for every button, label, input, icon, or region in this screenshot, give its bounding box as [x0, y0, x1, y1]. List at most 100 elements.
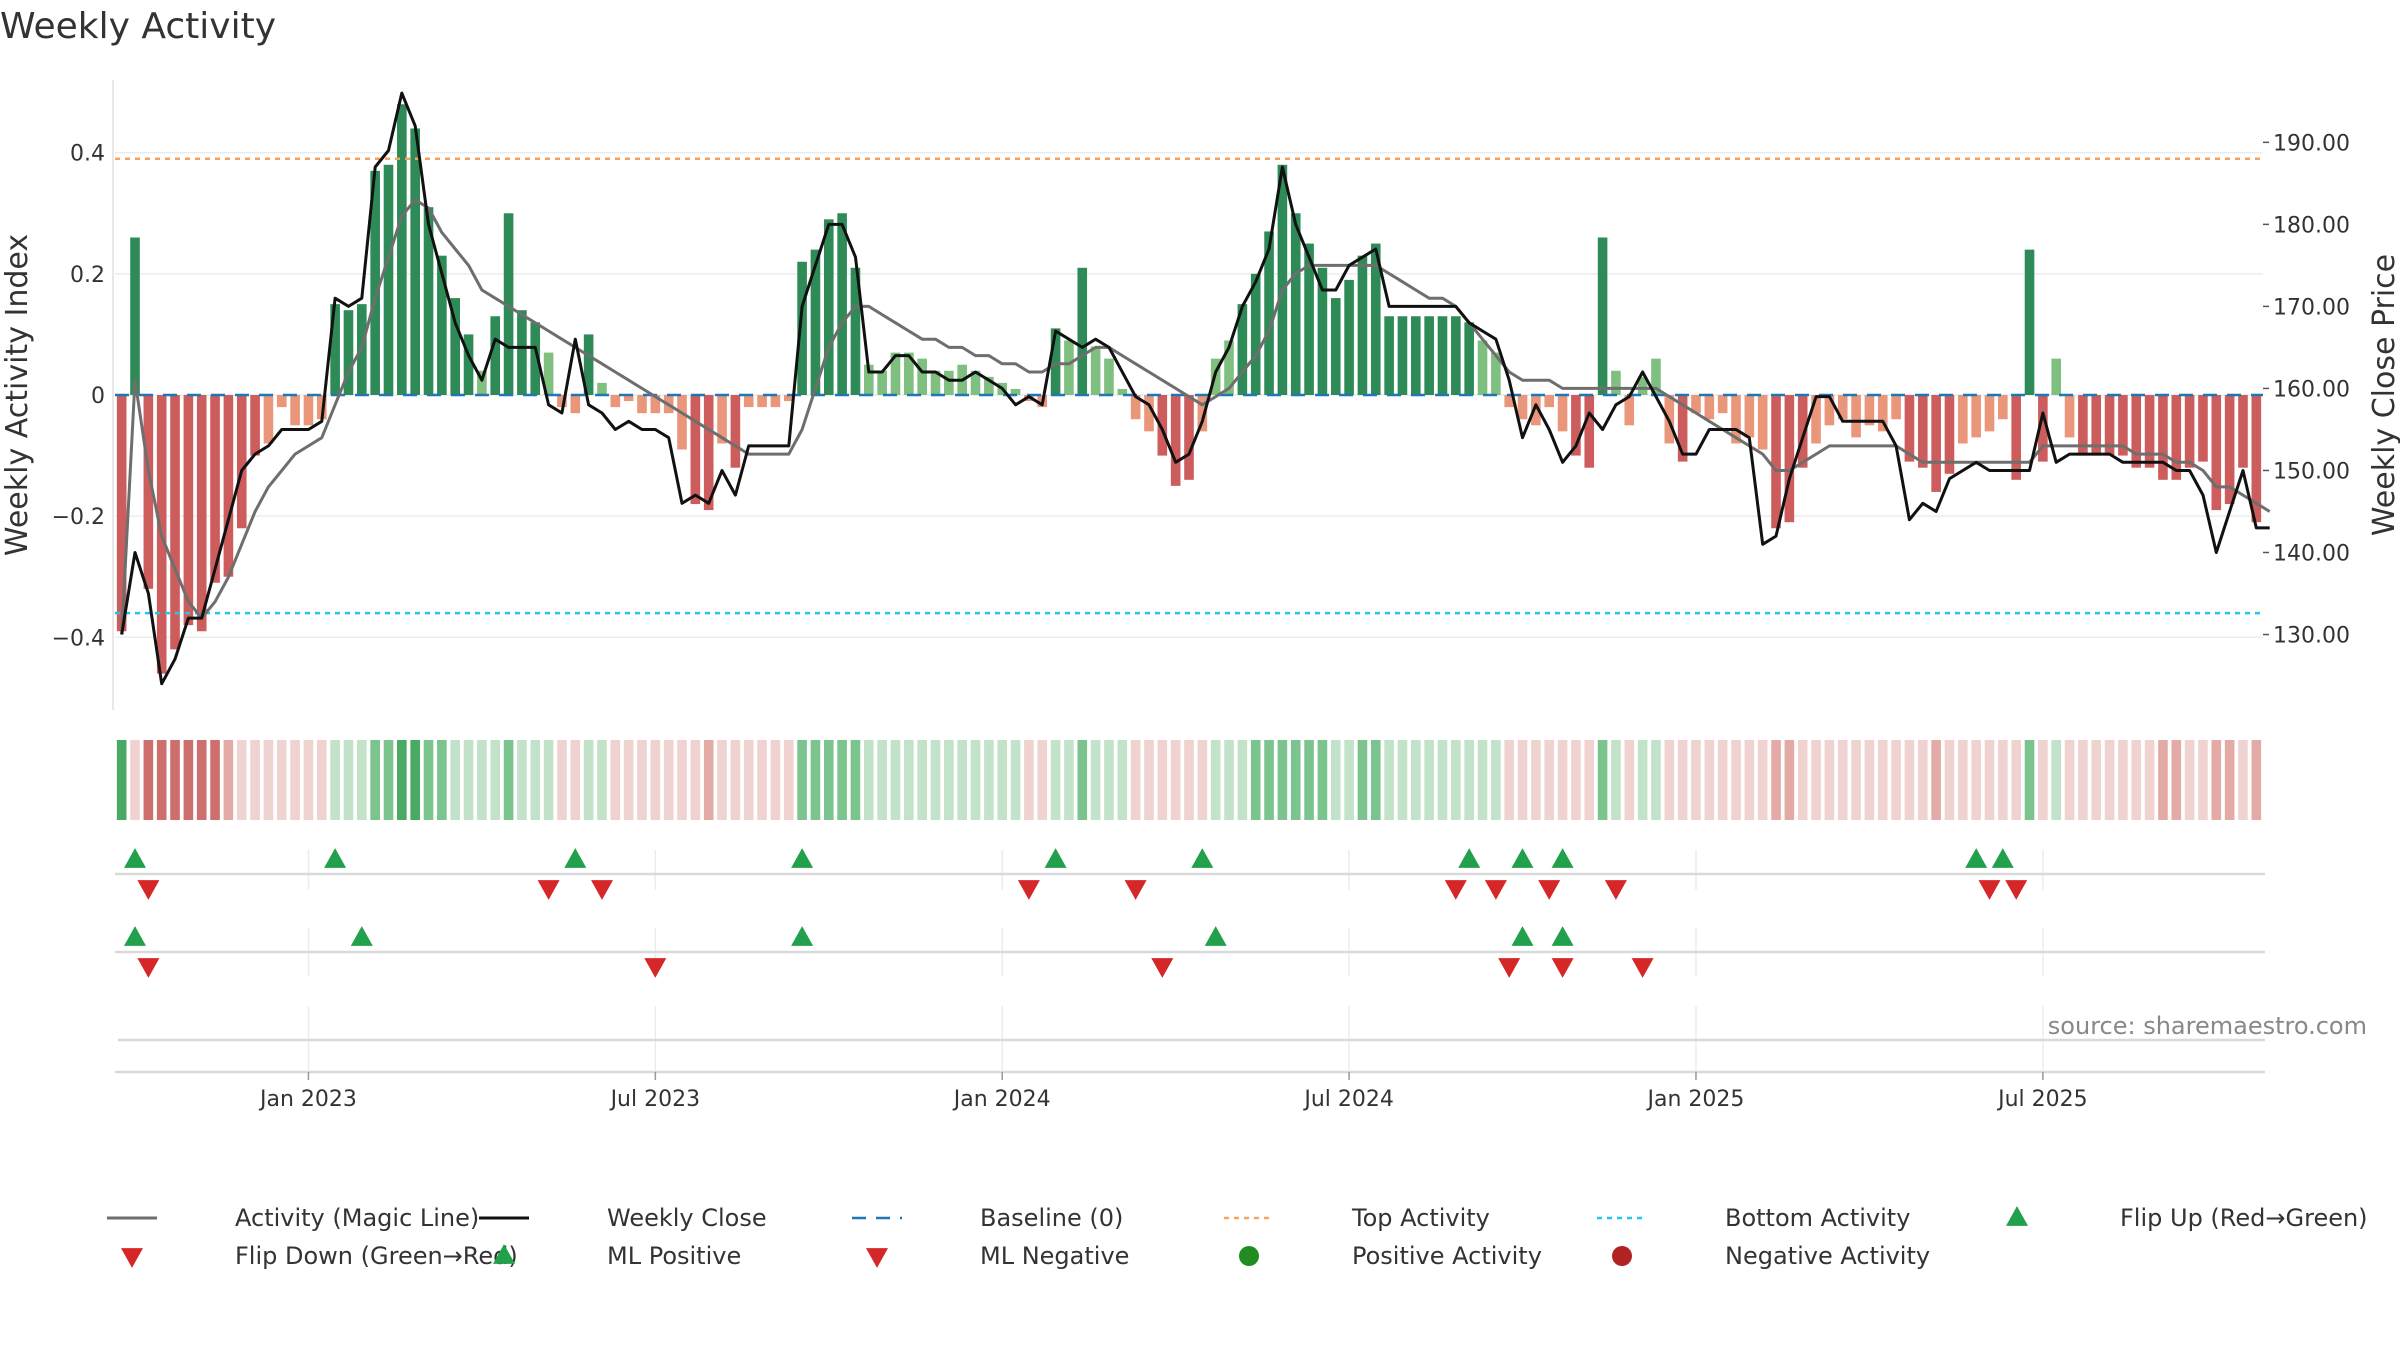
activity-bar [703, 395, 714, 511]
x-tick-label: Jan 2025 [1646, 1087, 1745, 1112]
flip-up-marker [564, 848, 587, 868]
activity-bar [1651, 358, 1661, 395]
activity-bar [383, 164, 394, 395]
activity-bar [1824, 395, 1835, 426]
activity-bar [1797, 395, 1808, 468]
activity-bar [1411, 316, 1421, 395]
y-right-tick-label: 140.00 [2273, 542, 2350, 567]
chart-title: Weekly Activity [0, 6, 276, 47]
activity-bar [690, 395, 701, 505]
heat-cell [410, 740, 420, 820]
heat-cell [597, 740, 607, 820]
heat-cell [303, 740, 314, 820]
activity-bar [1757, 395, 1768, 450]
x-tick-label: Jul 2024 [1302, 1087, 1394, 1112]
activity-bar [823, 219, 834, 395]
heat-cell [1130, 740, 1141, 820]
activity-bar [1744, 395, 1755, 438]
heat-cell [823, 740, 834, 820]
heat-cell [1691, 740, 1701, 820]
legend-item: ML Negative [866, 1242, 1129, 1270]
heat-cell [1944, 740, 1955, 820]
activity-bar [116, 395, 127, 632]
activity-bar [170, 395, 180, 650]
flip-up-marker [791, 848, 814, 868]
heat-cell [357, 740, 367, 820]
heat-cell [1050, 740, 1061, 820]
heat-cell [1304, 740, 1314, 820]
heat-cell [1784, 740, 1795, 820]
legend-swatch-neg-dot [1612, 1246, 1632, 1266]
heat-cell [543, 740, 554, 820]
flip-up-marker [1511, 848, 1534, 868]
heat-cell [2198, 740, 2208, 820]
heat-cell [1984, 740, 1995, 820]
activity-bar [196, 395, 207, 632]
y-right-tick-label: 180.00 [2273, 213, 2350, 238]
activity-bar [1317, 267, 1328, 395]
heat-cell [570, 740, 581, 820]
heat-cell [1904, 740, 1915, 820]
heat-cell [1090, 740, 1101, 820]
ml-negative-marker [137, 958, 160, 978]
heat-cell [276, 740, 287, 820]
activity-bar [2024, 249, 2035, 395]
activity-bar [2251, 395, 2262, 523]
activity-bar [1837, 395, 1848, 420]
heat-cell [1184, 740, 1194, 820]
heat-cell [1117, 740, 1128, 820]
activity-bar [877, 370, 887, 395]
heat-cell [1891, 740, 1901, 820]
heat-cell [2158, 740, 2168, 820]
heat-cell [1664, 740, 1675, 820]
activity-bar [637, 395, 647, 414]
flip-down-marker [2005, 880, 2028, 900]
heat-strip [116, 740, 2262, 820]
heat-cell [2144, 740, 2155, 820]
heat-cell [1757, 740, 1768, 820]
activity-bar [1958, 395, 1968, 444]
heat-cell [1064, 740, 1074, 820]
activity-bar [223, 395, 234, 577]
activity-bar [970, 370, 981, 395]
legend-label: Top Activity [1351, 1204, 1490, 1232]
flip-down-marker [1124, 880, 1147, 900]
heat-cell [196, 740, 207, 820]
heat-cell [2038, 740, 2048, 820]
activity-bar [1117, 388, 1128, 395]
heat-cell [1197, 740, 1208, 820]
activity-bar [717, 395, 727, 444]
heat-cell [1958, 740, 1968, 820]
heat-cell [1224, 740, 1234, 820]
activity-bar [1264, 231, 1274, 395]
activity-bar [2144, 395, 2155, 468]
activity-bar [1531, 395, 1541, 426]
heat-cell [1717, 740, 1728, 820]
activity-bar [437, 255, 447, 395]
activity-bar [944, 370, 954, 395]
flip-down-marker [1978, 880, 2001, 900]
activity-bar [210, 395, 220, 583]
magic-line [120, 198, 2271, 635]
source-note: source: sharemaestro.com [2048, 1012, 2367, 1040]
activity-bar [303, 395, 314, 426]
activity-bar [930, 370, 941, 395]
activity-bar [1717, 395, 1728, 414]
activity-bar [1090, 346, 1101, 395]
flip-up-marker [1044, 848, 1067, 868]
activity-bar [370, 170, 380, 395]
legend-item: Flip Down (Green→Red) [121, 1242, 518, 1270]
legend: Activity (Magic Line) Weekly Close Baselin… [107, 1204, 2368, 1270]
activity-bar [1877, 395, 1888, 432]
heat-cell [1024, 740, 1034, 820]
activity-bar [1464, 322, 1474, 395]
activity-bar [2131, 395, 2142, 468]
flip-down-marker [137, 880, 160, 900]
legend-swatch-up [493, 1244, 515, 1264]
legend-item: Activity (Magic Line) [107, 1204, 479, 1232]
heat-cell [2251, 740, 2262, 820]
heat-cell [1290, 740, 1301, 820]
activity-bar [2198, 395, 2208, 462]
heat-cell [530, 740, 541, 820]
heat-cell [1651, 740, 1661, 820]
